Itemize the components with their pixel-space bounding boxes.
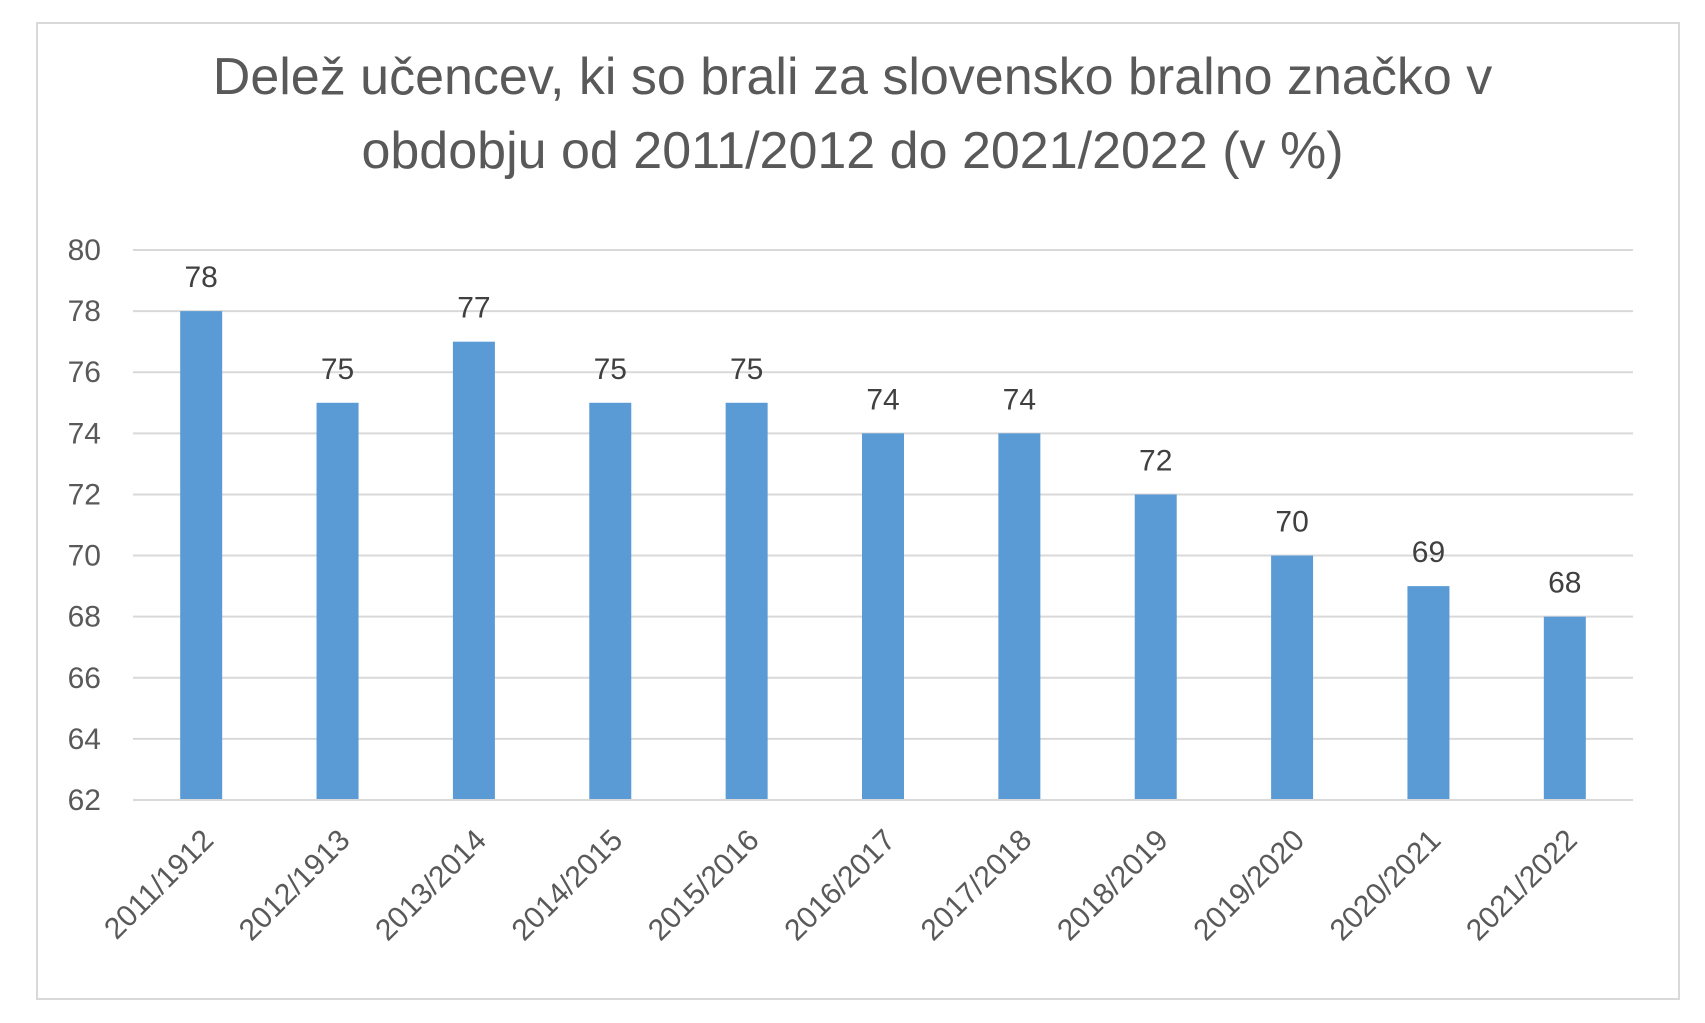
y-tick-label: 74 (68, 417, 101, 450)
x-tick-label: 2015/2016 (642, 824, 766, 948)
bar (1134, 494, 1177, 800)
x-tick-label: 2020/2021 (1324, 824, 1448, 948)
data-label: 72 (1139, 444, 1172, 477)
bar (862, 433, 904, 800)
chart-title: Delež učencev, ki so brali za slovensko … (0, 40, 1705, 188)
data-label: 78 (184, 261, 217, 294)
x-tick-label: 2014/2015 (506, 824, 630, 948)
chart-frame (36, 22, 1680, 1000)
data-label: 70 (1275, 506, 1308, 539)
y-tick-label: 62 (68, 784, 101, 817)
y-tick-label: 64 (68, 723, 101, 756)
x-tick-label: 2016/2017 (778, 824, 902, 948)
bar (180, 311, 223, 800)
data-label: 68 (1548, 567, 1581, 600)
bar (589, 402, 632, 800)
bar (725, 402, 768, 800)
data-label: 75 (594, 353, 627, 386)
y-tick-label: 76 (68, 356, 101, 389)
bar (1407, 586, 1450, 800)
x-tick-label: 2012/1913 (233, 824, 357, 948)
chart-title-line-2: obdobju od 2011/2012 do 2021/2022 (v %) (361, 122, 1344, 180)
x-tick-label: 2017/2018 (915, 824, 1039, 948)
x-tick-label: 2019/2020 (1187, 824, 1311, 948)
y-tick-label: 66 (68, 662, 101, 695)
x-tick-label: 2013/2014 (369, 824, 493, 948)
bar (1271, 555, 1314, 800)
y-tick-label: 78 (68, 295, 101, 328)
x-tick-label: 2011/1912 (98, 824, 220, 946)
data-label: 75 (321, 353, 354, 386)
data-label: 74 (1003, 383, 1036, 416)
bar (1543, 616, 1586, 800)
x-tick-label: 2021/2022 (1460, 824, 1584, 948)
x-tick-label: 2018/2019 (1051, 824, 1175, 948)
y-tick-label: 70 (68, 540, 101, 573)
bar (998, 433, 1041, 800)
bar (452, 341, 495, 800)
y-tick-label: 68 (68, 601, 101, 634)
data-label: 74 (866, 383, 899, 416)
chart-title-line-1: Delež učencev, ki so brali za slovensko … (212, 48, 1493, 106)
data-label: 75 (730, 353, 763, 386)
bar (316, 402, 359, 800)
y-tick-label: 72 (68, 478, 101, 511)
data-label: 69 (1412, 536, 1445, 569)
y-tick-label: 80 (68, 234, 101, 267)
data-label: 77 (457, 292, 490, 325)
